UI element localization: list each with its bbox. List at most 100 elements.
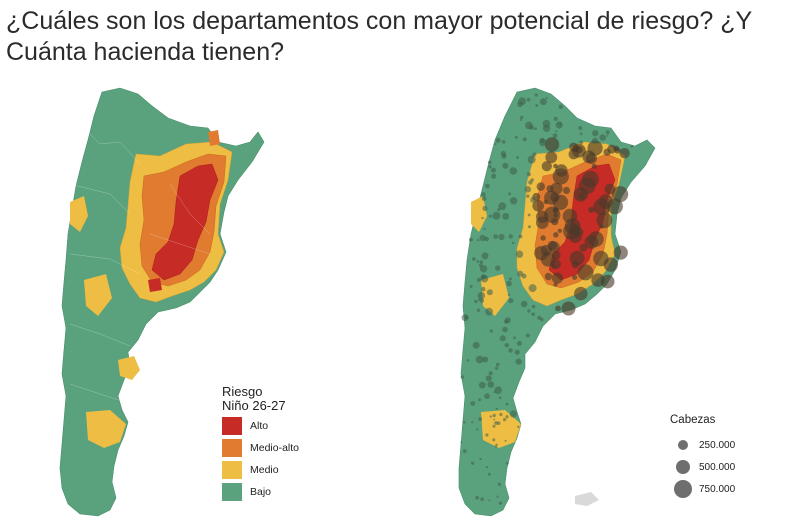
livestock-bubble: [508, 277, 512, 281]
livestock-bubble: [485, 307, 493, 316]
livestock-bubble: [488, 165, 492, 169]
livestock-bubble: [502, 326, 508, 333]
livestock-bubble: [514, 135, 518, 139]
livestock-bubble: [478, 381, 486, 389]
livestock-bubble: [551, 272, 563, 284]
livestock-bubble: [530, 196, 537, 203]
livestock-bubble: [569, 250, 585, 266]
livestock-bubble: [479, 298, 485, 303]
livestock-bubble: [531, 312, 535, 317]
livestock-bubble: [486, 289, 493, 296]
livestock-bubble: [541, 161, 552, 172]
livestock-bubble: [471, 421, 474, 424]
livestock-bubble: [544, 137, 560, 152]
livestock-bubble: [614, 147, 621, 154]
livestock-bubble: [619, 148, 630, 159]
livestock-bubble: [553, 212, 559, 218]
livestock-bubble: [492, 413, 496, 418]
livestock-bubble: [546, 185, 554, 193]
livestock-bubbles: [460, 93, 634, 505]
livestock-bubble: [483, 227, 486, 230]
livestock-bubble: [494, 421, 498, 425]
risk-map: [40, 84, 310, 524]
livestock-bubble: [479, 234, 486, 242]
livestock-bubble: [513, 336, 516, 340]
livestock-bubble: [527, 155, 536, 164]
livestock-bubble: [528, 284, 537, 293]
livestock-bubble: [489, 415, 492, 418]
livestock-bubble: [515, 250, 524, 258]
livestock-bubble: [489, 329, 493, 333]
livestock-bubble: [508, 298, 514, 304]
livestock-bubble: [495, 366, 499, 370]
livestock-bubble: [579, 243, 588, 252]
livestock-bubble: [460, 375, 465, 379]
livestock-bubble: [491, 167, 496, 173]
livestock-bubble: [588, 206, 595, 213]
legend-label: Alto: [250, 420, 269, 432]
livestock-bubble: [518, 234, 523, 239]
legend-item-alto: Alto: [222, 417, 332, 435]
livestock-bubble: [562, 186, 571, 195]
size-label: 500.000: [699, 461, 736, 473]
livestock-bubble: [478, 417, 483, 422]
livestock-bubble: [543, 199, 548, 205]
region-medio-west: [471, 196, 487, 232]
livestock-bubble: [555, 130, 558, 133]
livestock-bubble: [462, 420, 466, 424]
livestock-bubble: [470, 401, 476, 406]
livestock-bubble: [502, 212, 510, 220]
livestock-bubble: [553, 116, 558, 121]
size-item-small: 250.000: [670, 434, 780, 456]
livestock-bubble: [552, 194, 569, 210]
livestock-bubble: [496, 362, 500, 367]
livestock-bubble: [578, 126, 583, 130]
livestock-bubble: [519, 118, 522, 121]
livestock-bubble: [552, 207, 559, 214]
livestock-bubble: [536, 216, 549, 229]
livestock-bubble: [542, 124, 551, 132]
livestock-bubble: [478, 398, 481, 402]
livestock-bubble: [524, 186, 532, 193]
livestock-bubble: [530, 178, 534, 182]
region-medio-patagonia: [86, 410, 126, 448]
livestock-bubble: [518, 97, 526, 105]
livestock-bubble: [527, 309, 531, 313]
livestock-bubble: [480, 497, 484, 502]
livestock-bubble: [526, 97, 531, 102]
livestock-bubble: [497, 208, 501, 212]
livestock-bubble: [569, 142, 578, 152]
livestock-bubble: [551, 250, 561, 260]
livestock-bubble: [476, 428, 479, 431]
livestock-bubble: [504, 317, 511, 324]
region-medio-alto-ne: [208, 130, 220, 146]
livestock-bubble: [498, 396, 502, 400]
livestock-bubble: [508, 192, 512, 196]
livestock-bubble: [557, 228, 563, 233]
livestock-bubble: [485, 466, 488, 469]
risk-map-svg: [59, 87, 265, 517]
region-medio-west2: [481, 274, 509, 316]
livestock-bubble: [520, 300, 528, 308]
region-alto: [151, 163, 219, 281]
livestock-bubble: [495, 265, 501, 271]
livestock-map-svg: [458, 87, 656, 517]
livestock-bubble: [488, 214, 492, 218]
legend-item-medio-alto: Medio-alto: [222, 439, 332, 457]
region-medio-patagonia: [481, 410, 521, 448]
livestock-bubble: [545, 151, 558, 164]
livestock-bubble: [605, 130, 610, 135]
size-dot-small: [678, 440, 688, 450]
swatch-alto: [222, 417, 242, 435]
livestock-bubble: [514, 349, 520, 355]
livestock-bubble: [477, 298, 481, 301]
swatch-bajo: [222, 483, 242, 501]
livestock-bubble: [492, 438, 496, 442]
livestock-bubble: [476, 277, 481, 282]
livestock-bubble: [630, 145, 634, 148]
livestock-bubble: [494, 143, 497, 146]
livestock-bubble: [471, 461, 475, 465]
livestock-bubble: [536, 182, 545, 191]
livestock-bubble: [607, 198, 623, 215]
livestock-bubble: [482, 356, 489, 363]
